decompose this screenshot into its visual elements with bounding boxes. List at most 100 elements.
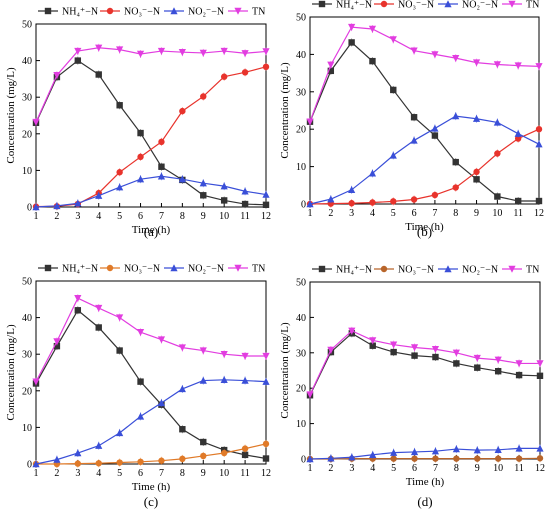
series-0: NH₄⁺−N	[306, 0, 543, 206]
x-tick-label: 3	[75, 468, 80, 479]
x-tick-label: 3	[349, 208, 354, 219]
data-point-triangle-up	[241, 376, 249, 384]
x-tick-label: 8	[453, 208, 458, 219]
data-point-square	[241, 200, 249, 208]
x-tick-label: 2	[54, 211, 59, 222]
y-axis-label: Concentration (mg/L)	[5, 324, 17, 421]
data-point-triangle-up	[472, 114, 481, 122]
data-point-triangle-up	[170, 7, 178, 15]
series-line	[35, 175, 267, 208]
data-point-circle	[179, 107, 186, 115]
data-point-triangle-down	[234, 7, 242, 15]
series-1: NO₃⁻−N	[306, 0, 543, 208]
data-point-triangle-down	[514, 62, 522, 70]
data-point-triangle-up	[74, 199, 82, 207]
data-point-circle	[431, 191, 439, 199]
series-line	[35, 297, 266, 382]
data-point-square	[390, 348, 397, 356]
x-tick-label: 7	[159, 211, 164, 222]
x-tick-label: 4	[370, 463, 375, 474]
series-line	[35, 379, 267, 465]
data-point-triangle-down	[390, 341, 398, 349]
x-tick-label: 6	[412, 463, 417, 474]
x-tick-label: 10	[219, 468, 229, 479]
data-point-triangle-down	[327, 61, 335, 69]
data-point-square	[410, 114, 418, 121]
x-tick-label: 5	[117, 468, 122, 479]
data-point-square	[514, 197, 522, 205]
legend-label: NO₃⁻−N	[398, 265, 434, 276]
series-1: NO₃⁻−N	[32, 264, 270, 468]
legend-label: NO₃⁻−N	[124, 7, 160, 18]
x-tick-label: 5	[117, 211, 122, 222]
y-tick-label: 40	[296, 313, 306, 324]
data-point-triangle-up	[157, 172, 166, 180]
y-axis-label: Concentration (mg/L)	[279, 62, 291, 159]
y-tick-label: 40	[22, 313, 32, 324]
data-point-circle	[473, 168, 480, 176]
data-point-circle	[116, 169, 123, 176]
data-point-triangle-down	[348, 23, 356, 31]
data-point-circle	[158, 138, 165, 146]
data-point-circle	[241, 69, 249, 76]
panel-label: (d)	[417, 494, 432, 509]
y-tick-label: 50	[22, 20, 32, 31]
data-point-square	[318, 265, 326, 273]
data-point-triangle-up	[116, 183, 124, 191]
data-point-circle	[535, 126, 543, 133]
x-tick-label: 8	[454, 463, 459, 474]
legend-label: NH₄⁺−N	[62, 7, 98, 18]
data-point-triangle-up	[493, 118, 501, 126]
x-tick-label: 5	[391, 463, 396, 474]
y-tick-label: 30	[296, 348, 306, 359]
x-tick-label: 1	[308, 463, 313, 474]
data-point-triangle-up	[220, 376, 228, 384]
data-point-triangle-down	[199, 347, 207, 355]
legend-label: NO₂⁻−N	[188, 7, 224, 18]
x-tick-label: 1	[308, 208, 313, 219]
y-tick-label: 10	[296, 162, 306, 173]
data-point-square	[262, 201, 270, 209]
data-point-triangle-down	[306, 118, 314, 126]
data-point-triangle-down	[327, 346, 335, 354]
data-point-circle	[369, 199, 376, 206]
x-tick-label: 3	[75, 211, 80, 222]
series-line	[309, 447, 540, 460]
data-point-square	[452, 158, 459, 166]
data-point-circle	[95, 460, 102, 467]
x-tick-label: 8	[180, 468, 185, 479]
data-point-square	[158, 163, 165, 170]
x-tick-label: 4	[96, 211, 101, 222]
data-point-circle	[137, 153, 144, 161]
data-point-triangle-down	[157, 336, 166, 344]
series-3: TN	[32, 7, 270, 127]
data-point-triangle-up	[515, 444, 523, 452]
data-point-triangle-up	[473, 446, 481, 454]
data-point-square	[411, 352, 418, 359]
data-point-square	[241, 451, 249, 459]
data-point-triangle-up	[262, 377, 270, 385]
series-line	[309, 41, 539, 202]
data-point-square	[390, 86, 397, 94]
y-tick-label: 50	[296, 278, 306, 289]
panel-label: (c)	[144, 494, 158, 509]
data-point-circle	[348, 200, 355, 207]
legend-label: TN	[252, 7, 265, 18]
data-point-square	[200, 192, 207, 199]
series-0: NH₄⁺−N	[32, 264, 270, 463]
data-point-triangle-down	[157, 47, 166, 55]
data-point-triangle-down	[452, 54, 460, 62]
x-tick-label: 12	[261, 468, 271, 479]
data-point-triangle-down	[452, 349, 460, 357]
data-point-triangle-down	[431, 346, 440, 354]
data-point-square	[327, 67, 335, 75]
data-point-triangle-down	[508, 0, 516, 8]
data-point-triangle-up	[157, 399, 166, 407]
x-tick-label: 2	[54, 468, 59, 479]
series-3: TN	[32, 264, 270, 386]
data-point-triangle-down	[472, 59, 481, 67]
